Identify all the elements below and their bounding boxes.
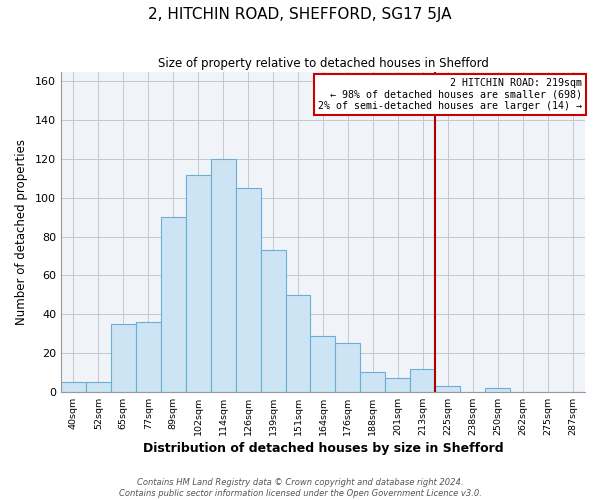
Bar (86, 382, 111, 392)
X-axis label: Distribution of detached houses by size in Shefford: Distribution of detached houses by size … (143, 442, 503, 455)
Bar (161, 217, 186, 392)
Text: 2, HITCHIN ROAD, SHEFFORD, SG17 5JA: 2, HITCHIN ROAD, SHEFFORD, SG17 5JA (148, 8, 452, 22)
Bar (286, 295, 310, 392)
Bar (385, 378, 410, 392)
Text: Contains HM Land Registry data © Crown copyright and database right 2024.
Contai: Contains HM Land Registry data © Crown c… (119, 478, 481, 498)
Text: 2 HITCHIN ROAD: 219sqm
← 98% of detached houses are smaller (698)
2% of semi-det: 2 HITCHIN ROAD: 219sqm ← 98% of detached… (319, 78, 583, 112)
Bar (61, 382, 86, 392)
Bar (111, 324, 136, 392)
Bar (361, 372, 385, 392)
Bar (485, 388, 510, 392)
Bar (410, 368, 435, 392)
Bar (260, 250, 286, 392)
Bar (236, 188, 260, 392)
Title: Size of property relative to detached houses in Shefford: Size of property relative to detached ho… (158, 58, 488, 70)
Bar (435, 386, 460, 392)
Bar (335, 344, 361, 392)
Bar (136, 322, 161, 392)
Bar (186, 174, 211, 392)
Y-axis label: Number of detached properties: Number of detached properties (15, 138, 28, 324)
Bar (211, 159, 236, 392)
Bar (310, 336, 335, 392)
